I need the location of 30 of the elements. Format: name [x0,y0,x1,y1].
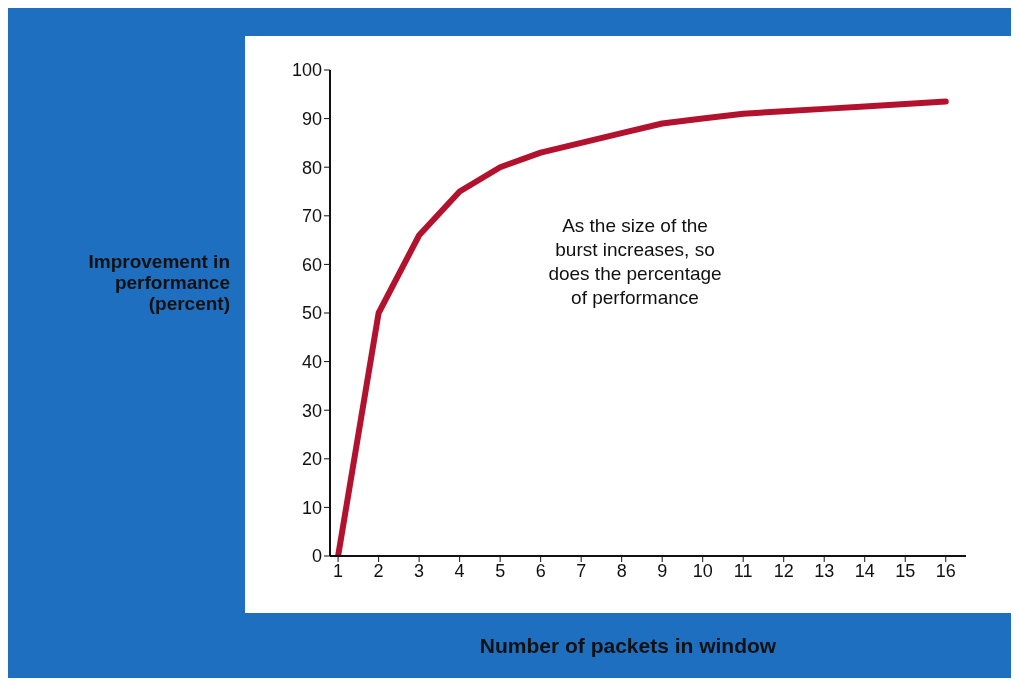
y-tick-label: 0 [311,546,322,567]
x-axis-title: Number of packets in window [478,634,778,658]
y-tick-label: 60 [301,254,322,275]
y-tick-label: 80 [301,157,322,178]
x-tick-label: 9 [657,560,668,581]
y-tick-label: 90 [301,108,322,129]
x-tick-label: 3 [414,560,425,581]
x-tick-label: 4 [454,560,465,581]
x-tick-label: 1 [333,560,344,581]
x-tick-label: 13 [814,560,835,581]
x-tick-label: 15 [895,560,916,581]
x-tick-label: 6 [535,560,546,581]
x-tick-label: 14 [854,560,875,581]
y-axis-title: Improvement in performance (percent) [87,251,230,314]
y-tick-label: 30 [301,400,322,421]
y-tick-label: 50 [301,303,322,324]
x-tick-label: 5 [495,560,506,581]
x-tick-label: 7 [576,560,587,581]
y-tick-label: 40 [301,351,322,372]
x-tick-label: 16 [935,560,956,581]
y-tick-label: 100 [291,60,322,81]
x-tick-label: 11 [733,560,753,581]
x-tick-label: 2 [373,560,384,581]
y-tick-label: 20 [301,449,322,470]
x-tick-label: 10 [692,560,713,581]
annotation: As the size of the burst increases, so does the percentage of performance [547,214,723,310]
y-tick-label: 10 [301,497,322,518]
y-tick-label: 70 [301,206,322,227]
x-tick-label: 12 [773,560,794,581]
x-tick-label: 8 [616,560,627,581]
